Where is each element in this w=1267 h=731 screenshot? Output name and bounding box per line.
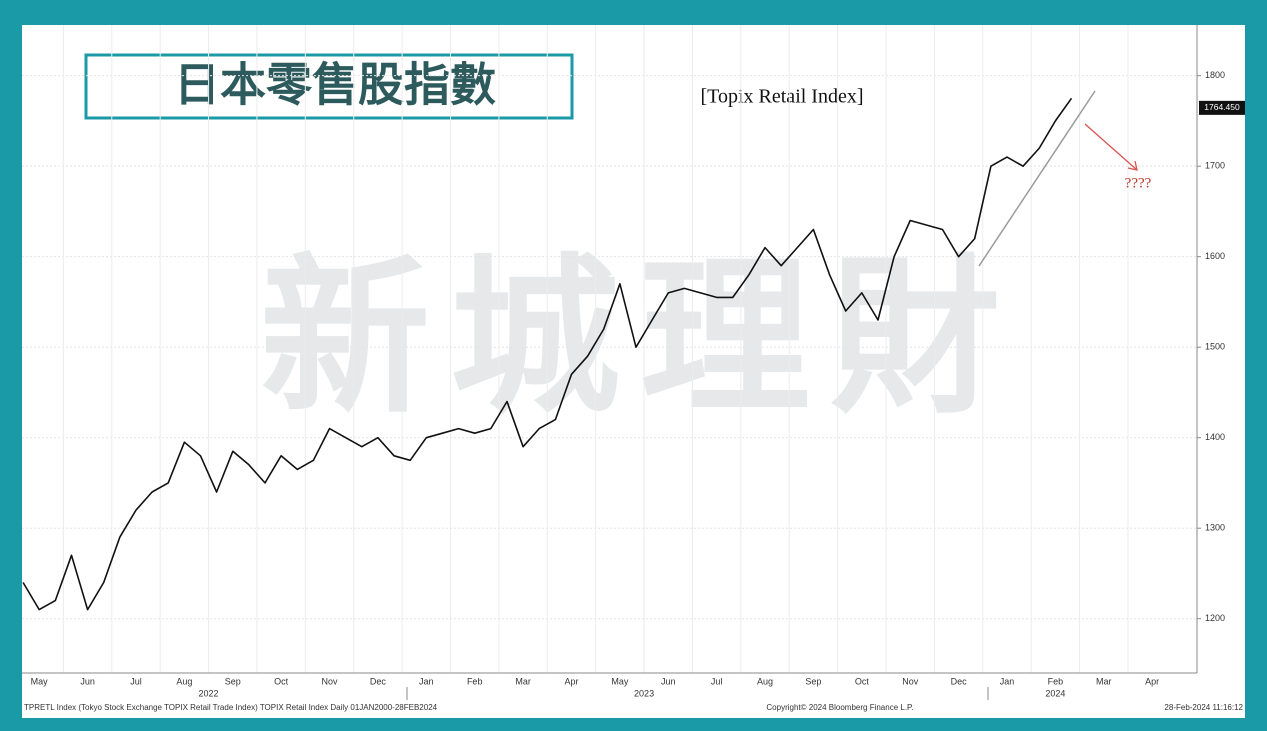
- x-tick-label: Mar: [515, 676, 531, 686]
- chart-subtitle: [Topix Retail Index]: [701, 86, 864, 108]
- x-tick-label: Jan: [419, 676, 434, 686]
- arrow: [1084, 123, 1138, 171]
- title-box: [84, 53, 574, 120]
- x-tick-label: Feb: [1048, 676, 1064, 686]
- x-tick-label: Oct: [274, 676, 289, 686]
- panel: [22, 25, 1245, 718]
- x-tick-label: Oct: [855, 676, 870, 686]
- x-tick-label: Dec: [951, 676, 968, 686]
- y-tick-label: 1500: [1205, 342, 1225, 352]
- x-tick-label: Nov: [322, 676, 339, 686]
- x-tick-label: Jan: [1000, 676, 1015, 686]
- x-tick-label: May: [31, 676, 49, 686]
- x-tick-label: May: [611, 676, 629, 686]
- trend-line: [978, 90, 1096, 267]
- footer-left: TPRETL Index (Tokyo Stock Exchange TOPIX…: [24, 703, 438, 712]
- last-value-tag: [1199, 100, 1245, 115]
- y-tick-label: 1300: [1205, 523, 1225, 533]
- year-label: 2022: [199, 688, 219, 698]
- x-tick-label: Jul: [130, 676, 142, 686]
- y-tick-label: 1400: [1205, 432, 1225, 442]
- footer-mid: Copyright© 2024 Bloomberg Finance L.P.: [766, 703, 913, 712]
- x-tick-label: Jun: [80, 676, 95, 686]
- y-tick-label: 1700: [1205, 161, 1225, 171]
- y-tick-label: 1200: [1205, 613, 1225, 623]
- x-tick-label: Aug: [176, 676, 192, 686]
- x-tick-label: Feb: [467, 676, 483, 686]
- x-tick-label: Sep: [225, 676, 241, 686]
- y-tick-label: 1600: [1205, 251, 1225, 261]
- x-tick-label: Dec: [370, 676, 387, 686]
- y-tick-label: 1800: [1205, 70, 1225, 80]
- x-tick-label: Jul: [711, 676, 723, 686]
- annotation: ????: [1125, 175, 1152, 191]
- watermark: 新城理財: [260, 239, 1020, 437]
- chart-title: 日本零售股指數: [174, 58, 496, 112]
- year-label: 2023: [634, 688, 654, 698]
- price-line: [22, 97, 1073, 611]
- footer-right: 28-Feb-2024 11:16:12: [1164, 703, 1243, 712]
- x-tick-label: Mar: [1096, 676, 1112, 686]
- x-tick-label: Sep: [805, 676, 821, 686]
- last-value-label: 1764.450: [1204, 102, 1240, 112]
- x-tick-label: Apr: [1145, 676, 1159, 686]
- arrow-head: [1127, 160, 1138, 171]
- x-tick-label: Aug: [757, 676, 773, 686]
- x-tick-label: Jun: [661, 676, 676, 686]
- year-label: 2024: [1045, 688, 1065, 698]
- x-tick-label: Apr: [564, 676, 578, 686]
- x-tick-label: Nov: [902, 676, 919, 686]
